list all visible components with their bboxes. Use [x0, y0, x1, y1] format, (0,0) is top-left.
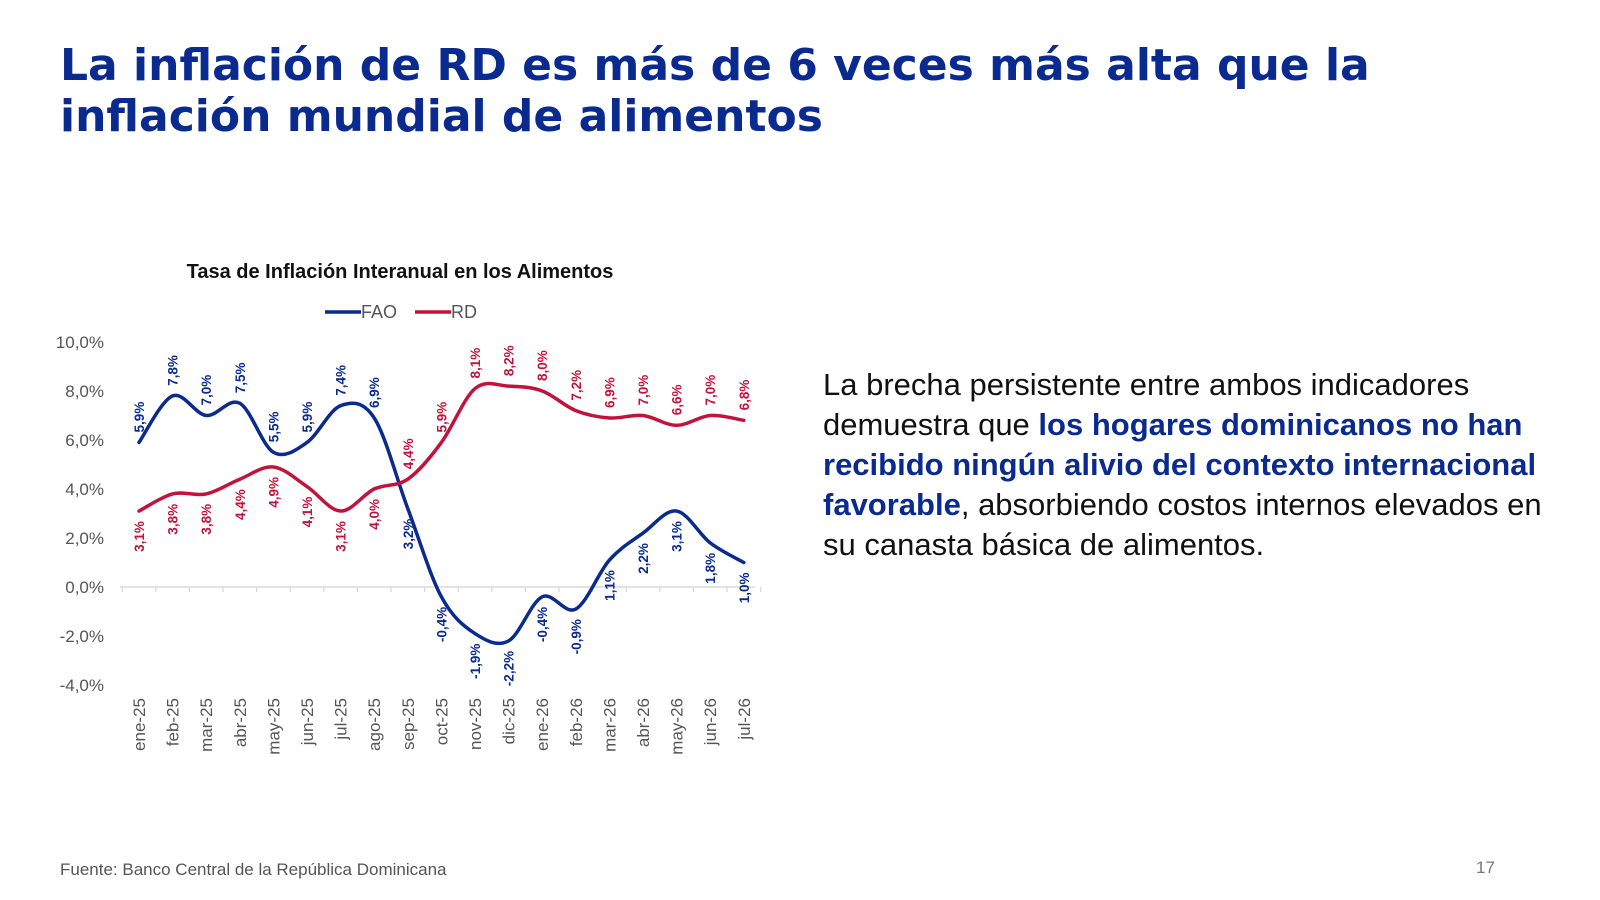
y-tick-label: 6,0% [65, 431, 104, 450]
data-label-rd: 8,2% [502, 345, 517, 376]
summary-text-end: , absorbiendo costos internos elevados e… [823, 487, 1542, 562]
x-tick-label: jul-26 [735, 698, 754, 741]
series-layer [137, 381, 746, 646]
y-tick-label: 2,0% [65, 529, 104, 548]
summary-text-start: La brecha persistente entre ambos indica… [823, 367, 1470, 442]
data-label-rd: 6,9% [602, 377, 617, 408]
chart-legend: FAO RD [325, 302, 477, 322]
legend-label-rd: RD [451, 302, 477, 322]
x-tick-label: may-25 [264, 698, 283, 755]
data-label-fao: 3,2% [401, 519, 416, 550]
data-label-fao: 1,0% [737, 573, 752, 604]
summary-paragraph: La brecha persistente entre ambos indica… [823, 365, 1543, 565]
x-tick-label: oct-25 [432, 698, 451, 745]
x-tick-label: mar-26 [600, 698, 619, 752]
data-label-rd: 6,6% [670, 385, 685, 416]
data-label-fao: -1,9% [468, 644, 483, 679]
data-label-rd: 4,4% [401, 438, 416, 469]
x-tick-label: mar-25 [197, 698, 216, 752]
data-label-rd: 3,1% [132, 521, 147, 552]
data-label-rd: 8,1% [468, 348, 483, 379]
data-label-fao: 7,0% [199, 375, 214, 406]
x-tick-label: sep-25 [399, 698, 418, 750]
data-label-fao: -0,9% [569, 619, 584, 654]
chart-svg: Tasa de Inflación Interanual en los Alim… [56, 261, 762, 755]
data-label-fao: 5,9% [132, 402, 147, 433]
y-tick-label: 0,0% [65, 578, 104, 597]
data-label-fao: 1,8% [703, 553, 718, 584]
data-label-rd: 7,0% [636, 375, 651, 406]
y-tick-label: 4,0% [65, 480, 104, 499]
x-tick-label: feb-26 [567, 698, 586, 746]
y-tick-label: -4,0% [60, 676, 104, 695]
data-label-rd: 7,0% [703, 375, 718, 406]
data-label-rd: 7,2% [569, 370, 584, 401]
chart-title: Tasa de Inflación Interanual en los Alim… [187, 261, 614, 283]
data-label-fao: 5,5% [266, 411, 281, 442]
x-tick-label: dic-25 [500, 698, 519, 744]
x-tick-label: feb-25 [164, 698, 183, 746]
data-label-rd: 4,1% [300, 497, 315, 528]
data-label-fao: -0,4% [535, 607, 550, 642]
x-tick-label: jun-25 [298, 698, 317, 746]
data-label-rd: 4,0% [367, 499, 382, 530]
legend-item-rd: RD [415, 302, 477, 322]
x-tick-label: nov-25 [466, 698, 485, 750]
data-label-fao: 7,8% [166, 355, 181, 386]
x-tick-label: abr-26 [634, 698, 653, 747]
y-tick-label: 8,0% [65, 382, 104, 401]
data-label-fao: 3,1% [670, 521, 685, 552]
x-tick-label: may-26 [668, 698, 687, 755]
y-axis: 10,0% 8,0% 6,0% 4,0% 2,0% 0,0% -2,0% -4,0% [56, 333, 104, 695]
data-label-rd: 4,4% [233, 489, 248, 520]
x-tick-label: jul-25 [332, 698, 351, 741]
slide-title: La inflación de RD es más de 6 veces más… [60, 40, 1370, 142]
y-tick-label: -2,0% [60, 627, 104, 646]
series-line-fao [137, 393, 746, 646]
legend-label-fao: FAO [361, 302, 397, 322]
data-label-fao: 6,9% [367, 377, 382, 408]
data-label-rd: 5,9% [434, 402, 449, 433]
data-label-rd: 4,9% [266, 477, 281, 508]
data-label-fao: 7,5% [233, 362, 248, 393]
legend-item-fao: FAO [325, 302, 397, 322]
data-label-rd: 3,1% [334, 521, 349, 552]
data-label-fao: 7,4% [334, 365, 349, 396]
data-label-fao: -2,2% [502, 651, 517, 686]
summary-highlight: los hogares dominicanos no han recibido … [823, 407, 1537, 522]
source-note: Fuente: Banco Central de la República Do… [60, 860, 447, 879]
data-label-fao: 2,2% [636, 543, 651, 574]
x-tick-label: ago-25 [365, 698, 384, 751]
data-labels-layer: 5,9% 3,1% 7,8% 3,8% 7,0% 3,8% 7,5% 4,4% 5,5% 4,9%… [132, 345, 752, 686]
inflation-line-chart: Tasa de Inflación Interanual en los Alim… [0, 250, 780, 770]
data-label-rd: 3,8% [166, 504, 181, 535]
x-tick-label: jun-26 [701, 698, 720, 746]
x-tick-label: ene-25 [130, 698, 149, 751]
data-label-rd: 8,0% [535, 350, 550, 381]
y-tick-label: 10,0% [56, 333, 104, 352]
x-axis: ene-25 feb-25 mar-25 abr-25 may-25 jun-25 jul-… [120, 586, 762, 755]
data-label-fao: 1,1% [602, 570, 617, 601]
x-tick-label: abr-25 [231, 698, 250, 747]
data-label-rd: 6,8% [737, 380, 752, 411]
data-label-fao: -0,4% [434, 607, 449, 642]
data-label-fao: 5,9% [300, 402, 315, 433]
x-tick-label: ene-26 [533, 698, 552, 751]
data-label-rd: 3,8% [199, 504, 214, 535]
page-number: 17 [1476, 858, 1495, 877]
